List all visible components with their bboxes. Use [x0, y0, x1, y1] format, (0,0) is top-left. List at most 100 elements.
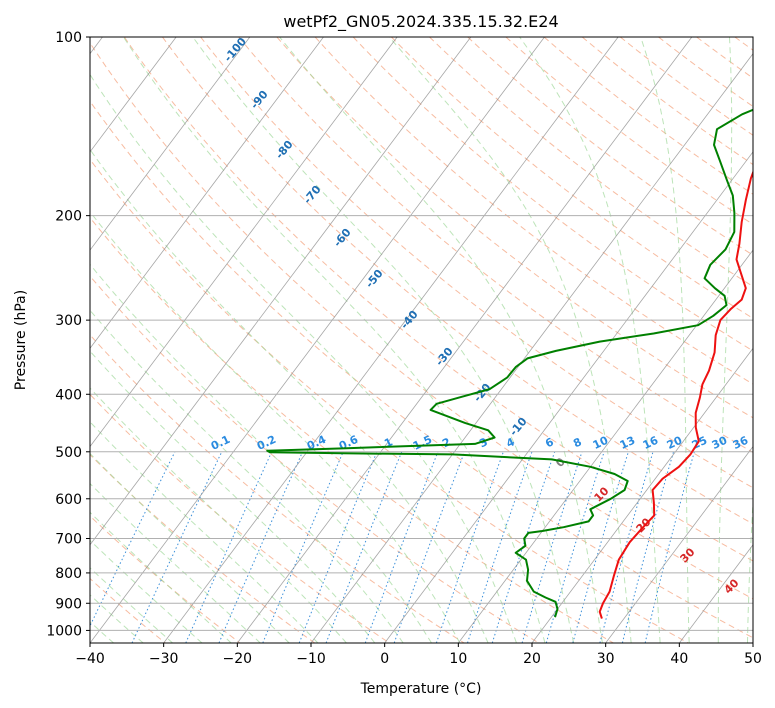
- moist-adiabat: [192, 37, 575, 643]
- mixing-ratio-label: 36: [731, 434, 751, 452]
- y-axis-label: Pressure (hPa): [13, 290, 29, 390]
- dry-adiabat: [90, 42, 753, 600]
- moist-adiabat: [90, 210, 461, 643]
- x-axis-label: Temperature (°C): [360, 681, 482, 697]
- mixing-ratio-label: 10: [591, 434, 611, 452]
- isotherm: [605, 445, 753, 643]
- mixing-ratio-label: 30: [710, 434, 730, 452]
- moist-adiabat: [90, 387, 347, 643]
- x-tick-label: 40: [670, 651, 688, 667]
- mixing-ratio-line: [262, 451, 344, 643]
- x-tick-label: −40: [75, 651, 105, 667]
- y-tick-label: 600: [55, 492, 82, 508]
- y-tick-label: 1000: [46, 623, 82, 639]
- mixing-ratio-line: [572, 451, 629, 643]
- isotherm: [90, 37, 545, 643]
- y-tick-label: 900: [55, 596, 82, 612]
- dry-adiabat: [90, 216, 614, 643]
- dry-adiabat: [238, 37, 753, 454]
- isotherm: [531, 347, 753, 643]
- moist-adiabat: [717, 37, 733, 643]
- dewpoint-profile-line: [266, 108, 753, 618]
- dry-adiabat: [123, 37, 753, 562]
- background-lines: [90, 37, 753, 643]
- chart-title: wetPf2_GN05.2024.335.15.32.E24: [283, 12, 558, 32]
- isotherm: [90, 37, 251, 251]
- dry-adiabat: [429, 37, 753, 288]
- temperature-profile-line: [598, 169, 753, 619]
- dry-adiabat: [90, 275, 540, 643]
- x-tick-label: −10: [296, 651, 326, 667]
- dry-adiabat: [352, 37, 753, 352]
- mixing-ratio-label: 16: [641, 434, 661, 452]
- x-tick-label: 0: [380, 651, 389, 667]
- isotherm: [90, 37, 472, 546]
- mixing-ratio-line: [435, 451, 504, 643]
- dry-adiabat: [90, 515, 241, 643]
- plot-frame: [89, 36, 754, 644]
- dry-adiabat: [90, 453, 315, 643]
- y-axis: 100 200 300 400 500 600 700 800 900 1000: [46, 30, 90, 639]
- y-tick-label: 300: [55, 313, 82, 329]
- profiles: [266, 108, 753, 619]
- moist-adiabat: [519, 37, 661, 643]
- isotherm: [163, 37, 619, 643]
- moist-adiabat: [90, 421, 319, 643]
- moist-adiabat: [90, 309, 404, 643]
- moist-adiabat: [90, 452, 290, 643]
- mixing-ratio-line: [467, 451, 533, 643]
- x-tick-label: 50: [744, 651, 762, 667]
- moist-adiabat: [90, 539, 203, 643]
- mixing-ratio-line: [364, 451, 439, 643]
- mixing-ratio-line: [599, 451, 654, 643]
- isotherm: [458, 249, 753, 643]
- dry-adiabat: [467, 37, 753, 256]
- moist-adiabat: [123, 37, 546, 643]
- isotherm: [90, 37, 177, 153]
- dry-adiabat: [276, 37, 753, 419]
- y-tick-label: 700: [55, 532, 82, 548]
- y-tick-label: 400: [55, 387, 82, 403]
- isotherm: [752, 642, 753, 643]
- plot-background: [90, 37, 753, 643]
- moist-adiabat: [90, 482, 261, 643]
- x-tick-label: −20: [223, 651, 253, 667]
- mixing-ratio-line: [621, 451, 674, 643]
- dry-adiabat: [314, 37, 753, 385]
- moist-adiabat: [90, 594, 144, 643]
- mixing-ratio-line: [521, 451, 583, 643]
- isotherm: [90, 37, 398, 448]
- y-tick-label: 100: [55, 30, 82, 46]
- dry-adiabat: [161, 37, 753, 525]
- mixing-ratio-line: [545, 451, 605, 643]
- dry-adiabat: [90, 334, 465, 643]
- moist-adiabat: [747, 494, 753, 643]
- dry-adiabat: [543, 37, 753, 195]
- y-tick-label: 200: [55, 209, 82, 225]
- mixing-ratio-label: 13: [618, 434, 637, 452]
- x-tick-label: −30: [149, 651, 179, 667]
- mixing-ratio-line: [298, 451, 378, 643]
- mixing-ratio-line: [325, 451, 403, 643]
- moist-adiabat: [279, 37, 603, 643]
- mixing-ratio-line: [491, 451, 556, 643]
- moist-adiabat: [90, 511, 232, 643]
- moist-adiabat: [640, 37, 690, 643]
- mixing-ratio-line: [90, 451, 176, 628]
- mixing-ratio-line: [218, 451, 304, 643]
- x-tick-label: 20: [523, 651, 541, 667]
- y-tick-label: 500: [55, 445, 82, 461]
- moist-adiabat: [90, 263, 432, 643]
- y-tick-label: 800: [55, 566, 82, 582]
- x-tick-label: 10: [449, 651, 467, 667]
- mixing-ratio-label: 20: [665, 434, 685, 452]
- moist-adiabat: [90, 567, 173, 643]
- x-tick-label: 30: [597, 651, 615, 667]
- x-axis: −40 −30 −20 −10 0 10 20 30 40 50: [75, 643, 762, 667]
- isotherm: [310, 52, 753, 643]
- moist-adiabat: [90, 350, 376, 643]
- isotherm: [237, 37, 693, 643]
- moist-adiabat: [90, 148, 489, 643]
- moist-adiabat: [388, 37, 632, 643]
